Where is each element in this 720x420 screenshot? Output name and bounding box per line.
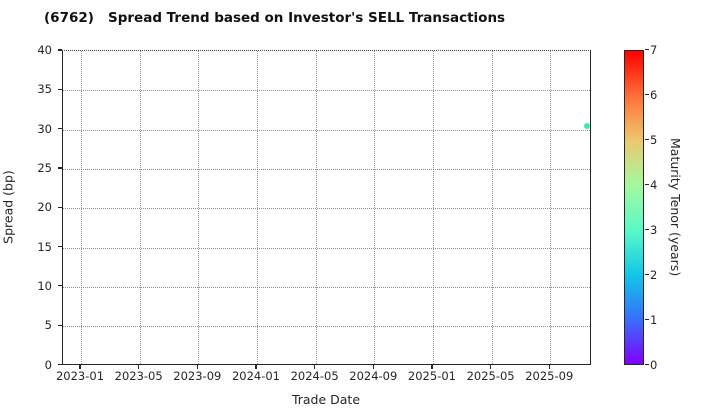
y-tick-mark [57,206,62,208]
y-tick-label: 10 [37,278,52,293]
y-gridline [62,286,590,288]
x-tick-mark [314,364,316,369]
y-tick-mark [57,324,62,326]
x-tick-label: 2024-09 [349,369,398,383]
x-tick-mark [431,364,433,369]
colorbar-tick-label: 2 [650,267,658,282]
x-tick-label: 2024-01 [231,369,280,383]
colorbar-tick-mark [644,183,649,186]
x-gridline [374,51,376,364]
x-tick-mark [79,364,81,369]
chart-title: (6762) Spread Trend based on Investor's … [44,10,506,26]
x-tick-label: 2023-09 [173,369,222,383]
colorbar-tick-mark [644,363,649,366]
y-tick-mark [57,285,62,287]
colorbar-tick-label: 5 [650,132,658,147]
x-gridline [81,51,82,364]
x-tick-label: 2024-05 [290,369,339,383]
y-tick-mark [57,88,62,90]
y-tick-mark [57,167,62,169]
y-gridline [62,208,590,210]
colorbar-tick-mark [644,93,649,96]
plot-area [61,50,591,365]
colorbar-tick-label: 6 [650,87,658,102]
y-tick-mark [57,49,62,51]
colorbar-tick-mark [644,48,649,51]
y-tick-label: 0 [44,357,52,372]
y-tick-label: 20 [37,200,52,215]
x-gridline [256,51,258,364]
colorbar-tick-mark [644,228,649,231]
colorbar-tick-mark [644,273,649,276]
colorbar-label: Maturity Tenor (years) [668,137,683,277]
x-gridline [550,51,552,364]
x-gridline [315,51,317,364]
y-gridline [62,326,590,328]
y-gridline [62,129,590,131]
x-gridline [198,51,200,364]
x-tick-label: 2023-01 [55,369,105,383]
colorbar [623,49,644,365]
colorbar-tick-mark [644,318,649,321]
colorbar-tick-label: 3 [650,222,658,237]
x-tick-mark [196,364,198,369]
colorbar-tick-label: 1 [650,312,658,327]
y-tick-label: 40 [37,43,52,57]
y-tick-label: 35 [37,82,52,97]
y-tick-label: 15 [37,239,52,254]
y-tick-label: 30 [37,121,52,136]
x-tick-mark [490,364,492,369]
y-tick-label: 25 [37,160,52,175]
y-tick-mark [57,128,62,130]
y-tick-mark [57,363,62,366]
x-tick-label: 2025-01 [407,369,456,383]
y-gridline [62,90,590,92]
x-gridline [432,51,434,364]
x-tick-mark [255,364,257,369]
y-tick-label: 5 [44,318,52,333]
colorbar-tick-label: 7 [650,42,658,57]
x-tick-label: 2023-05 [114,369,163,383]
x-gridline [139,51,141,364]
colorbar-tick-mark [644,138,649,141]
x-tick-mark [372,364,374,369]
y-tick-mark [57,245,62,248]
colorbar-tick-label: 4 [650,177,658,192]
data-point [584,122,590,129]
colorbar-tick-label: 0 [650,357,658,372]
x-tick-label: 2025-05 [466,369,515,383]
y-gridline [62,247,590,249]
x-tick-mark [138,364,140,369]
x-tick-label: 2025-09 [525,369,574,383]
x-axis-label: Trade Date [291,392,361,407]
x-tick-mark [548,364,550,369]
x-gridline [491,51,493,364]
y-gridline [62,168,590,170]
